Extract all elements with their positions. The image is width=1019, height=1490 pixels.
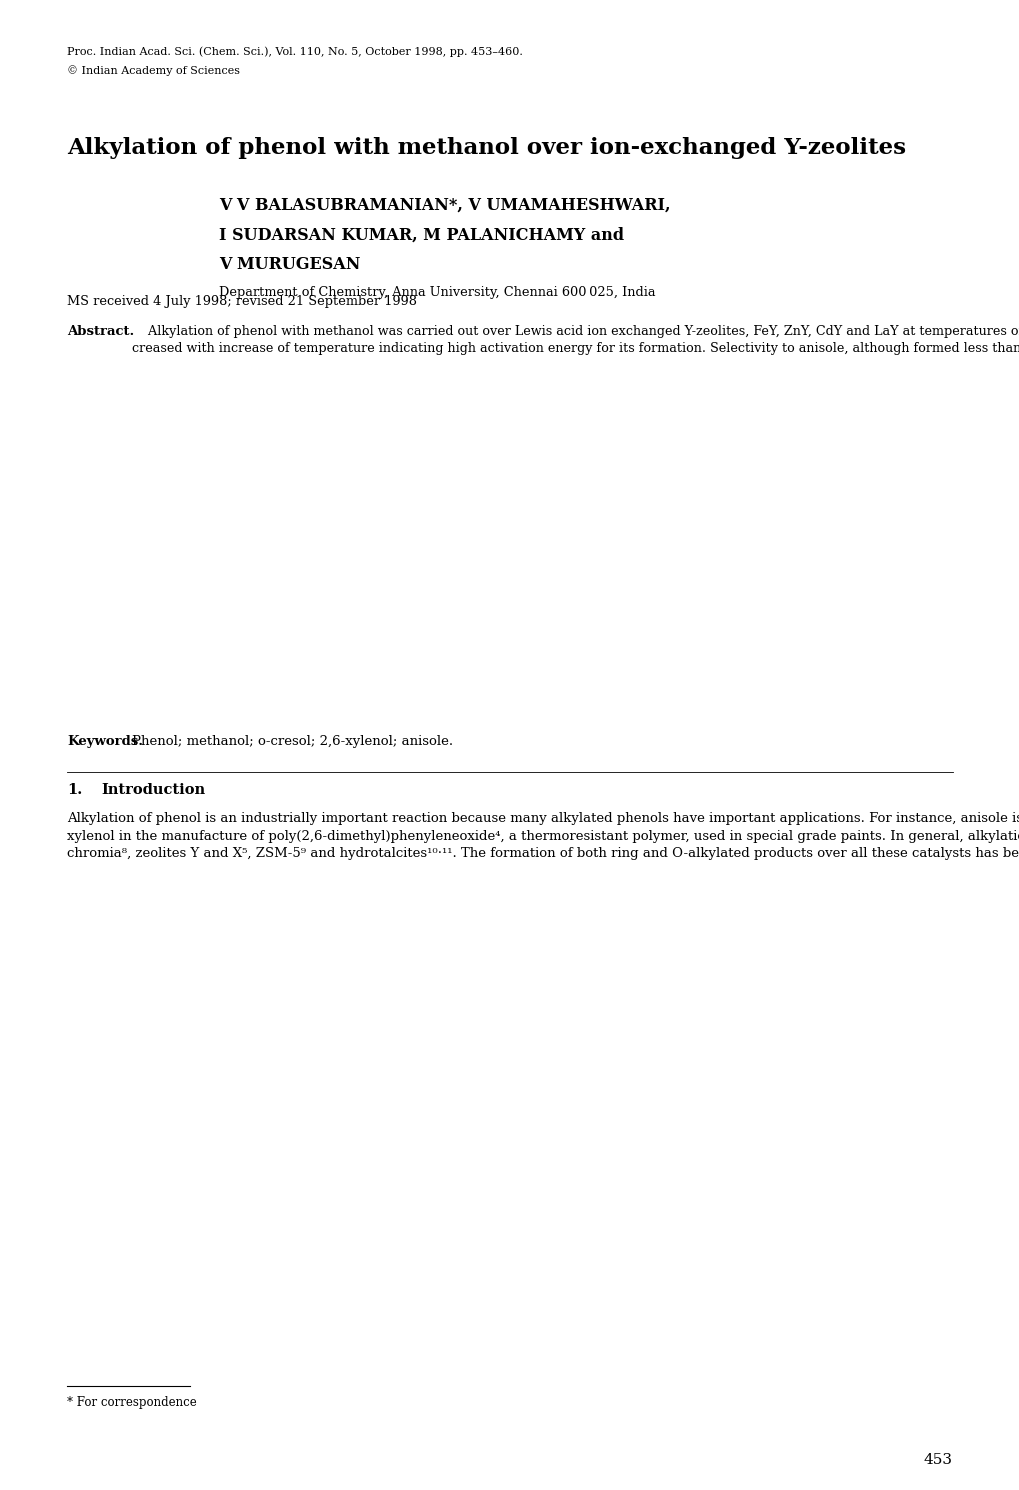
Text: 453: 453 [923,1453,952,1466]
Text: Alkylation of phenol with methanol over ion-exchanged Y-zeolites: Alkylation of phenol with methanol over … [67,137,906,159]
Text: Proc. Indian Acad. Sci. (Chem. Sci.), Vol. 110, No. 5, October 1998, pp. 453–460: Proc. Indian Acad. Sci. (Chem. Sci.), Vo… [67,46,523,57]
Text: Introduction: Introduction [101,784,205,797]
Text: I SUDARSAN KUMAR, M PALANICHAMY and: I SUDARSAN KUMAR, M PALANICHAMY and [219,226,624,243]
Text: * For correspondence: * For correspondence [67,1396,197,1410]
Text: 1.: 1. [67,784,83,797]
Text: Keywords.: Keywords. [67,735,144,748]
Text: Alkylation of phenol with methanol was carried out over Lewis acid ion exchanged: Alkylation of phenol with methanol was c… [131,325,1019,355]
Text: Alkylation of phenol is an industrially important reaction because many alkylate: Alkylation of phenol is an industrially … [67,812,1019,860]
Text: MS received 4 July 1998; revised 21 September 1998: MS received 4 July 1998; revised 21 Sept… [67,295,417,308]
Text: V V BALASUBRAMANIAN*, V UMAMAHESHWARI,: V V BALASUBRAMANIAN*, V UMAMAHESHWARI, [219,197,671,213]
Text: V MURUGESAN: V MURUGESAN [219,256,361,273]
Text: Phenol; methanol; o-cresol; 2,6-xylenol; anisole.: Phenol; methanol; o-cresol; 2,6-xylenol;… [131,735,452,748]
Text: Abstract.: Abstract. [67,325,135,338]
Text: Department of Chemistry, Anna University, Chennai 600 025, India: Department of Chemistry, Anna University… [219,286,655,299]
Text: © Indian Academy of Sciences: © Indian Academy of Sciences [67,66,240,76]
